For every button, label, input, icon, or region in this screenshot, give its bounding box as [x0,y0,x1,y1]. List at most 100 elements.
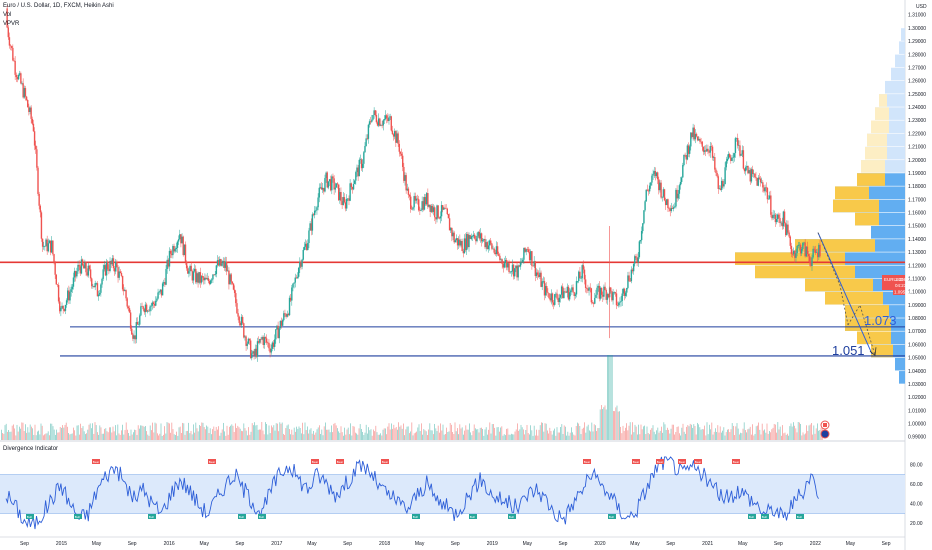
candle [49,240,52,256]
candle [672,204,675,212]
candle [88,264,91,272]
volume-bar [25,424,26,440]
vpvr-legend[interactable]: VPVR [3,21,20,27]
volume-info-icon[interactable] [820,429,830,439]
candle [640,226,643,244]
candle [719,185,722,191]
volume-bar [266,423,267,440]
candle-body [221,263,223,266]
candle-body [611,291,613,301]
candle [422,196,424,212]
candle-body [518,265,521,267]
volume-bar [221,429,223,440]
volume-bar [466,429,468,440]
projection-path-1[interactable] [817,232,849,325]
volume-bar [362,431,363,440]
bull-marker: Bull [761,514,769,519]
candle [463,234,466,254]
candle-body [216,260,219,266]
volume-bar [641,429,643,440]
price-axis[interactable]: USD1.310001.300001.290001.280001.270001.… [908,4,927,441]
volume-bar [303,434,305,440]
candle [111,255,114,266]
candle-body [232,283,235,290]
bear-marker: Bear [336,459,344,464]
volume-legend[interactable]: Vol [3,12,12,18]
candle-body [619,301,621,303]
volume-bar [203,427,205,440]
volume-bar [343,435,344,440]
volume-alert-icon[interactable] [820,420,830,430]
candle-body [340,192,342,202]
candle [166,255,168,274]
candle [284,309,286,318]
candle [718,185,721,190]
time-tick-label: 2022 [810,541,821,547]
candle [615,289,618,310]
projection-arrows[interactable] [817,232,877,356]
annotation-1051[interactable]: 1.051 [832,343,865,358]
candle [365,134,367,147]
volume-bar [554,428,555,440]
candle [632,263,635,275]
candle [550,289,553,305]
candle-body [522,259,524,263]
volume-bar [699,427,701,440]
candle [467,231,469,249]
volume-bar [583,427,584,440]
candle-body [551,293,554,303]
candle-body [406,188,408,191]
volume-bar [64,424,66,440]
time-axis[interactable]: Sep 2015 May Sep 2016 May Sep 2017 May Sep 2018 May… [20,541,891,547]
oscillator-title[interactable]: Divergence Indicator [3,446,59,452]
candle-body [374,110,376,115]
candle-body [57,285,60,302]
candle-body [605,289,607,300]
volume-bar [247,435,248,440]
candle [341,196,343,209]
volume-bar [389,429,391,440]
candle [287,312,290,317]
candle-body [125,290,127,299]
symbol-title[interactable]: Euro / U.S. Dollar, 1D, FXCM, Heikin Ash… [3,3,114,9]
candle [171,249,173,259]
candle-body [435,217,437,220]
candle-body [311,214,314,231]
volume-bar [35,435,37,440]
candle [711,144,714,161]
annotation-1073[interactable]: 1.073 [864,313,897,328]
candle-body [464,238,467,251]
volume-bar [453,434,455,440]
candle [351,186,354,194]
volume-bar [225,435,227,440]
volume-bar [598,428,600,440]
candle-body [804,242,806,257]
vpvr-row-value-area [855,212,879,226]
projection-trend-line[interactable] [817,232,873,355]
candle-body [149,306,151,312]
candle [776,213,779,223]
candle [30,105,32,124]
candle-body [318,187,320,198]
bull-marker-label: Bull [609,515,614,519]
candle [253,349,255,360]
oscillator-line [0,456,905,530]
volume-bar [745,430,746,440]
candle [183,244,186,256]
candle [664,197,667,211]
bull-marker-label: Bull [470,515,475,519]
candle-body [300,262,302,267]
candle [483,238,485,242]
candle [272,340,275,350]
candle-body [524,247,526,252]
candle [91,277,93,289]
candle [582,260,585,274]
volume-bar [116,435,117,440]
candle [317,193,319,211]
candle [402,151,404,172]
volume-bar [747,429,749,440]
candle [373,107,375,119]
candle-body [383,119,386,121]
